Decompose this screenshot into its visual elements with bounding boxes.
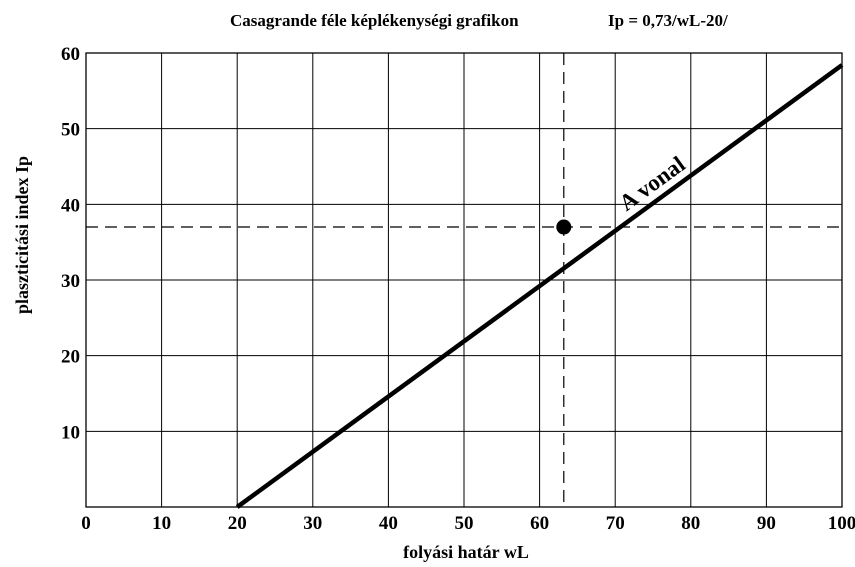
chart-title: Casagrande féle képlékenységi grafikon — [230, 11, 519, 30]
y-tick-label: 40 — [61, 195, 80, 216]
series-line-a-vonal — [235, 63, 844, 509]
x-tick-label: 100 — [828, 513, 855, 534]
chart-subtitle: Ip = 0,73/wL-20/ — [608, 11, 728, 30]
x-tick-label: 40 — [379, 513, 398, 534]
y-tick-label: 60 — [61, 44, 80, 65]
y-tick-label: 30 — [61, 271, 80, 292]
y-tick-label: 20 — [61, 347, 80, 368]
y-tick-label: 50 — [61, 120, 80, 141]
x-axis-label: folyási határ wL — [403, 542, 529, 562]
y-axis-ticks: 10 20 30 40 50 60 — [61, 44, 80, 443]
x-tick-label: 60 — [530, 513, 549, 534]
data-point — [556, 219, 572, 235]
x-tick-label: 30 — [303, 513, 322, 534]
x-tick-label: 70 — [606, 513, 625, 534]
x-tick-label: 80 — [681, 513, 700, 534]
plot-frame — [85, 52, 843, 508]
x-tick-label: 0 — [81, 513, 91, 534]
x-tick-label: 10 — [152, 513, 171, 534]
series — [235, 63, 844, 509]
x-tick-label: 20 — [228, 513, 247, 534]
reference-lines — [86, 53, 842, 507]
y-axis-label: plaszticitási index Ip — [12, 156, 32, 314]
x-tick-label: 50 — [455, 513, 474, 534]
y-tick-label: 10 — [61, 422, 80, 443]
x-axis-ticks: 0 10 20 30 40 50 60 70 80 90 100 — [81, 513, 855, 534]
x-tick-label: 90 — [757, 513, 776, 534]
grid — [86, 53, 842, 507]
